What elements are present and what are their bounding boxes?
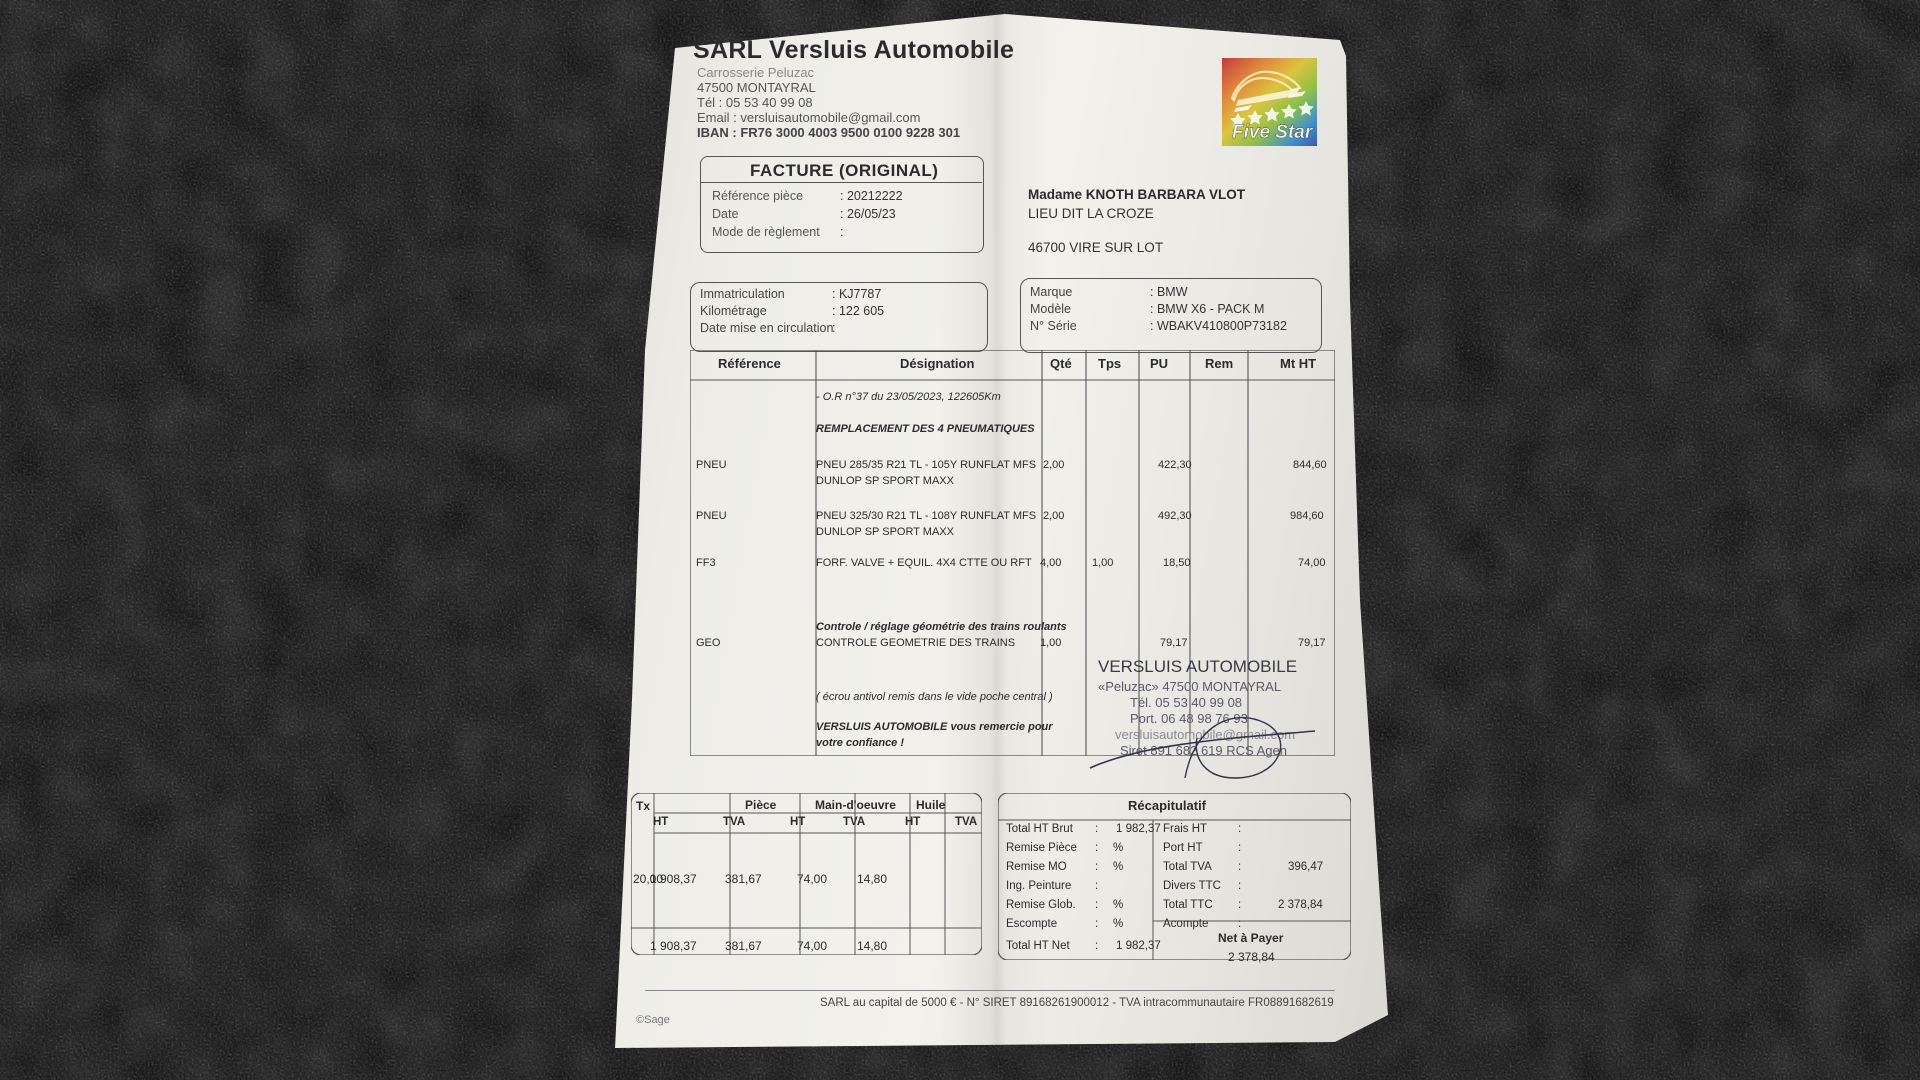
svg-text:Five Star: Five Star (1232, 122, 1314, 143)
